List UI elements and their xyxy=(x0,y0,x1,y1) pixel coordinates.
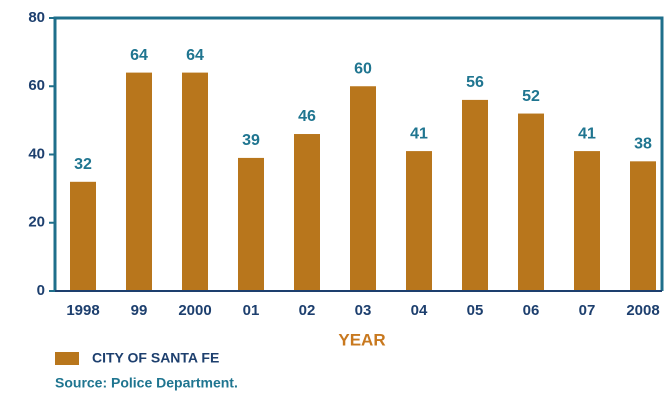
x-tick-label: 06 xyxy=(523,302,540,319)
data-label: 60 xyxy=(354,60,372,77)
bar xyxy=(126,72,152,291)
x-tick-label: 1998 xyxy=(66,302,99,319)
data-label: 41 xyxy=(410,125,428,142)
data-label: 41 xyxy=(578,125,596,142)
x-tick-label: 03 xyxy=(355,302,372,319)
bar xyxy=(462,99,488,292)
data-label: 52 xyxy=(522,88,540,105)
x-axis-label: YEAR xyxy=(338,330,385,349)
data-label: 38 xyxy=(634,136,652,153)
bar xyxy=(238,157,264,291)
bar xyxy=(182,72,208,291)
y-tick-label: 0 xyxy=(37,282,45,299)
y-tick-label: 80 xyxy=(28,9,45,26)
y-tick-label: 20 xyxy=(28,214,45,231)
x-tick-label: 04 xyxy=(411,302,428,319)
data-label: 32 xyxy=(74,156,92,173)
bar xyxy=(518,113,544,291)
y-tick-label: 60 xyxy=(28,77,45,94)
bar xyxy=(574,151,600,291)
data-label: 46 xyxy=(298,108,316,125)
data-label: 39 xyxy=(242,132,260,149)
data-label: 56 xyxy=(466,74,484,91)
data-label: 64 xyxy=(186,47,204,64)
bar xyxy=(630,161,656,291)
source-note: Source: Police Department. xyxy=(55,375,238,391)
x-tick-label: 05 xyxy=(467,302,484,319)
bar xyxy=(70,181,96,291)
legend-label: CITY OF SANTA FE xyxy=(92,350,219,366)
x-tick-label: 99 xyxy=(131,302,148,319)
plot-frame xyxy=(53,16,664,291)
y-tick-label: 40 xyxy=(28,145,45,162)
bar xyxy=(406,151,432,291)
bar xyxy=(350,86,376,291)
x-tick-label: 02 xyxy=(299,302,316,319)
data-label: 64 xyxy=(130,47,148,64)
x-tick-label: 07 xyxy=(579,302,596,319)
x-tick-label: 2008 xyxy=(626,302,659,319)
legend-swatch xyxy=(55,352,79,365)
x-tick-label: 01 xyxy=(243,302,260,319)
bar xyxy=(294,134,320,291)
x-tick-label: 2000 xyxy=(178,302,211,319)
